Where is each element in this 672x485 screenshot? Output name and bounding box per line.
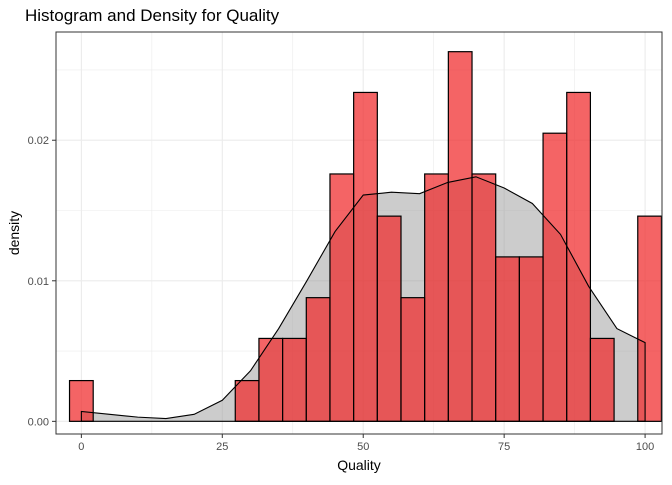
x-tick-label: 100 [636,441,654,453]
y-tick-label: 0.02 [28,135,49,147]
density-line [80,176,646,422]
histogram-bar [258,337,284,422]
histogram-bars [68,51,663,422]
x-tick-label: 75 [498,441,510,453]
histogram-bar [353,91,378,422]
histogram-bar [542,132,568,422]
histogram-bar [329,173,355,422]
histogram-bar [589,337,615,422]
x-axis-label: Quality [337,457,381,473]
histogram-bar [305,297,331,422]
histogram-bar [447,51,473,422]
histogram-bar [424,173,449,422]
y-tick-label: 0.00 [28,416,49,428]
panel-border [55,31,663,435]
x-tick-label: 50 [357,441,369,453]
histogram-bar [400,297,426,422]
density-line-layer [80,176,646,422]
y-axis-label: density [6,211,22,255]
histogram-bar [376,215,402,422]
histogram-bar [282,337,307,422]
histogram-bar [637,215,663,422]
chart-title: Histogram and Density for Quality [25,6,280,25]
histogram-bar [234,379,260,422]
histogram-bar [495,256,520,422]
x-tick-label: 25 [216,441,228,453]
histogram-bar [471,173,497,422]
axes: 0 25 50 75 100 0.00 0.01 0.02 [28,135,655,453]
y-tick-label: 0.01 [28,276,49,288]
histogram-bar [566,91,592,422]
histogram-bar [518,256,544,422]
x-tick-label: 0 [78,441,84,453]
